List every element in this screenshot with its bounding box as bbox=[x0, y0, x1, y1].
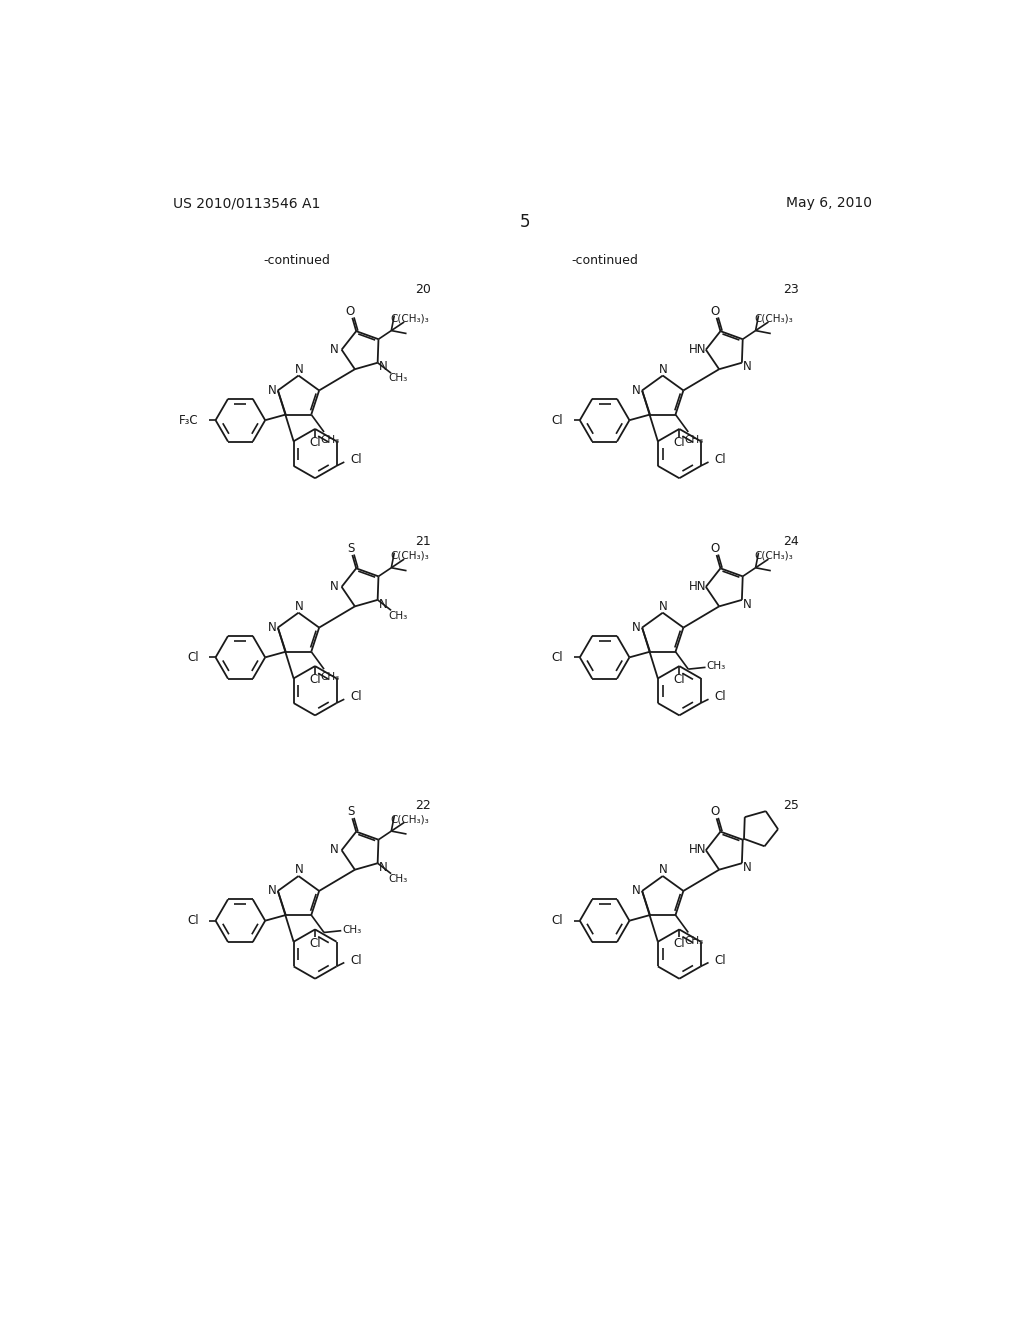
Text: N: N bbox=[331, 843, 339, 857]
Text: CH₃: CH₃ bbox=[685, 936, 703, 945]
Text: 24: 24 bbox=[783, 536, 799, 548]
Text: S: S bbox=[347, 805, 354, 818]
Text: N: N bbox=[659, 863, 668, 876]
Text: N: N bbox=[379, 861, 387, 874]
Text: 21: 21 bbox=[415, 536, 430, 548]
Text: N: N bbox=[267, 884, 276, 898]
Text: C(CH₃)₃: C(CH₃)₃ bbox=[390, 814, 429, 824]
Text: Cl: Cl bbox=[350, 453, 362, 466]
Text: N: N bbox=[743, 861, 752, 874]
Text: N: N bbox=[295, 601, 304, 612]
Text: F₃C: F₃C bbox=[179, 413, 199, 426]
Text: -continued: -continued bbox=[263, 253, 331, 267]
Text: May 6, 2010: May 6, 2010 bbox=[786, 197, 872, 210]
Text: Cl: Cl bbox=[350, 954, 362, 966]
Text: N: N bbox=[379, 360, 387, 374]
Text: Cl: Cl bbox=[551, 413, 563, 426]
Text: CH₃: CH₃ bbox=[388, 374, 408, 383]
Text: 20: 20 bbox=[415, 282, 431, 296]
Text: N: N bbox=[743, 360, 752, 374]
Text: S: S bbox=[347, 541, 354, 554]
Text: Cl: Cl bbox=[674, 937, 685, 950]
Text: N: N bbox=[743, 598, 752, 611]
Text: N: N bbox=[632, 620, 641, 634]
Text: CH₃: CH₃ bbox=[685, 436, 703, 445]
Text: HN: HN bbox=[688, 579, 707, 593]
Text: 23: 23 bbox=[783, 282, 799, 296]
Text: N: N bbox=[267, 384, 276, 396]
Text: Cl: Cl bbox=[715, 453, 726, 466]
Text: N: N bbox=[295, 863, 304, 876]
Text: N: N bbox=[659, 601, 668, 612]
Text: HN: HN bbox=[688, 343, 707, 356]
Text: Cl: Cl bbox=[674, 673, 685, 686]
Text: Cl: Cl bbox=[674, 437, 685, 449]
Text: CH₃: CH₃ bbox=[707, 661, 726, 671]
Text: O: O bbox=[710, 305, 719, 318]
Text: CH₃: CH₃ bbox=[342, 924, 361, 935]
Text: O: O bbox=[710, 805, 719, 818]
Text: Cl: Cl bbox=[551, 915, 563, 927]
Text: N: N bbox=[267, 620, 276, 634]
Text: Cl: Cl bbox=[350, 690, 362, 704]
Text: Cl: Cl bbox=[551, 651, 563, 664]
Text: N: N bbox=[295, 363, 304, 376]
Text: Cl: Cl bbox=[715, 690, 726, 704]
Text: C(CH₃)₃: C(CH₃)₃ bbox=[390, 550, 429, 561]
Text: N: N bbox=[379, 598, 387, 611]
Text: Cl: Cl bbox=[309, 437, 321, 449]
Text: 22: 22 bbox=[415, 799, 430, 812]
Text: CH₃: CH₃ bbox=[321, 436, 340, 445]
Text: CH₃: CH₃ bbox=[388, 611, 408, 620]
Text: Cl: Cl bbox=[309, 673, 321, 686]
Text: 5: 5 bbox=[519, 214, 530, 231]
Text: Cl: Cl bbox=[309, 937, 321, 950]
Text: C(CH₃)₃: C(CH₃)₃ bbox=[755, 314, 793, 323]
Text: Cl: Cl bbox=[715, 954, 726, 966]
Text: HN: HN bbox=[688, 843, 707, 857]
Text: N: N bbox=[632, 384, 641, 396]
Text: N: N bbox=[331, 579, 339, 593]
Text: 25: 25 bbox=[783, 799, 799, 812]
Text: N: N bbox=[659, 363, 668, 376]
Text: Cl: Cl bbox=[187, 651, 199, 664]
Text: -continued: -continued bbox=[571, 253, 638, 267]
Text: CH₃: CH₃ bbox=[388, 874, 408, 884]
Text: O: O bbox=[710, 541, 719, 554]
Text: C(CH₃)₃: C(CH₃)₃ bbox=[390, 314, 429, 323]
Text: CH₃: CH₃ bbox=[321, 672, 340, 682]
Text: US 2010/0113546 A1: US 2010/0113546 A1 bbox=[173, 197, 321, 210]
Text: N: N bbox=[331, 343, 339, 356]
Text: Cl: Cl bbox=[187, 915, 199, 927]
Text: O: O bbox=[346, 305, 355, 318]
Text: N: N bbox=[632, 884, 641, 898]
Text: C(CH₃)₃: C(CH₃)₃ bbox=[755, 550, 793, 561]
